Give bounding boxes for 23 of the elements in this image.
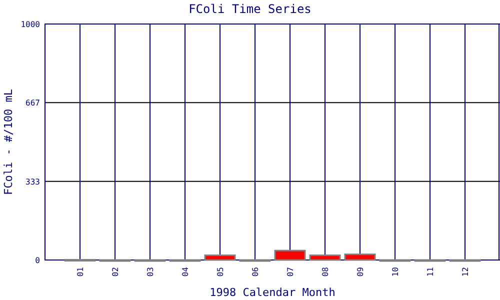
x-tick-label: 11	[426, 266, 435, 277]
bar	[309, 254, 341, 261]
x-tick-label: 01	[76, 266, 85, 277]
x-axis-title: 1998 Calendar Month	[210, 286, 336, 299]
bar	[204, 254, 236, 261]
y-tick-label: 1000	[20, 20, 40, 29]
x-tick-label: 12	[461, 266, 470, 277]
x-tick-label: 06	[251, 266, 260, 277]
y-tick-label: 333	[26, 177, 40, 186]
y-tick-label: 0	[35, 256, 40, 265]
x-tick-label: 03	[146, 266, 155, 277]
x-tick-label: 08	[321, 266, 330, 277]
x-tick-label: 05	[216, 266, 225, 277]
bar	[344, 254, 376, 261]
chart-title: FColi Time Series	[188, 2, 312, 16]
x-tick-label: 10	[391, 266, 400, 277]
y-axis-title: FColi - #/100 mL	[2, 88, 15, 195]
y-tick-label: 667	[26, 98, 40, 108]
bar	[274, 250, 306, 261]
x-tick-label: 09	[356, 266, 365, 277]
x-tick-label: 07	[286, 266, 295, 277]
x-tick-label: 04	[181, 266, 190, 277]
x-tick-label: 02	[111, 266, 120, 277]
